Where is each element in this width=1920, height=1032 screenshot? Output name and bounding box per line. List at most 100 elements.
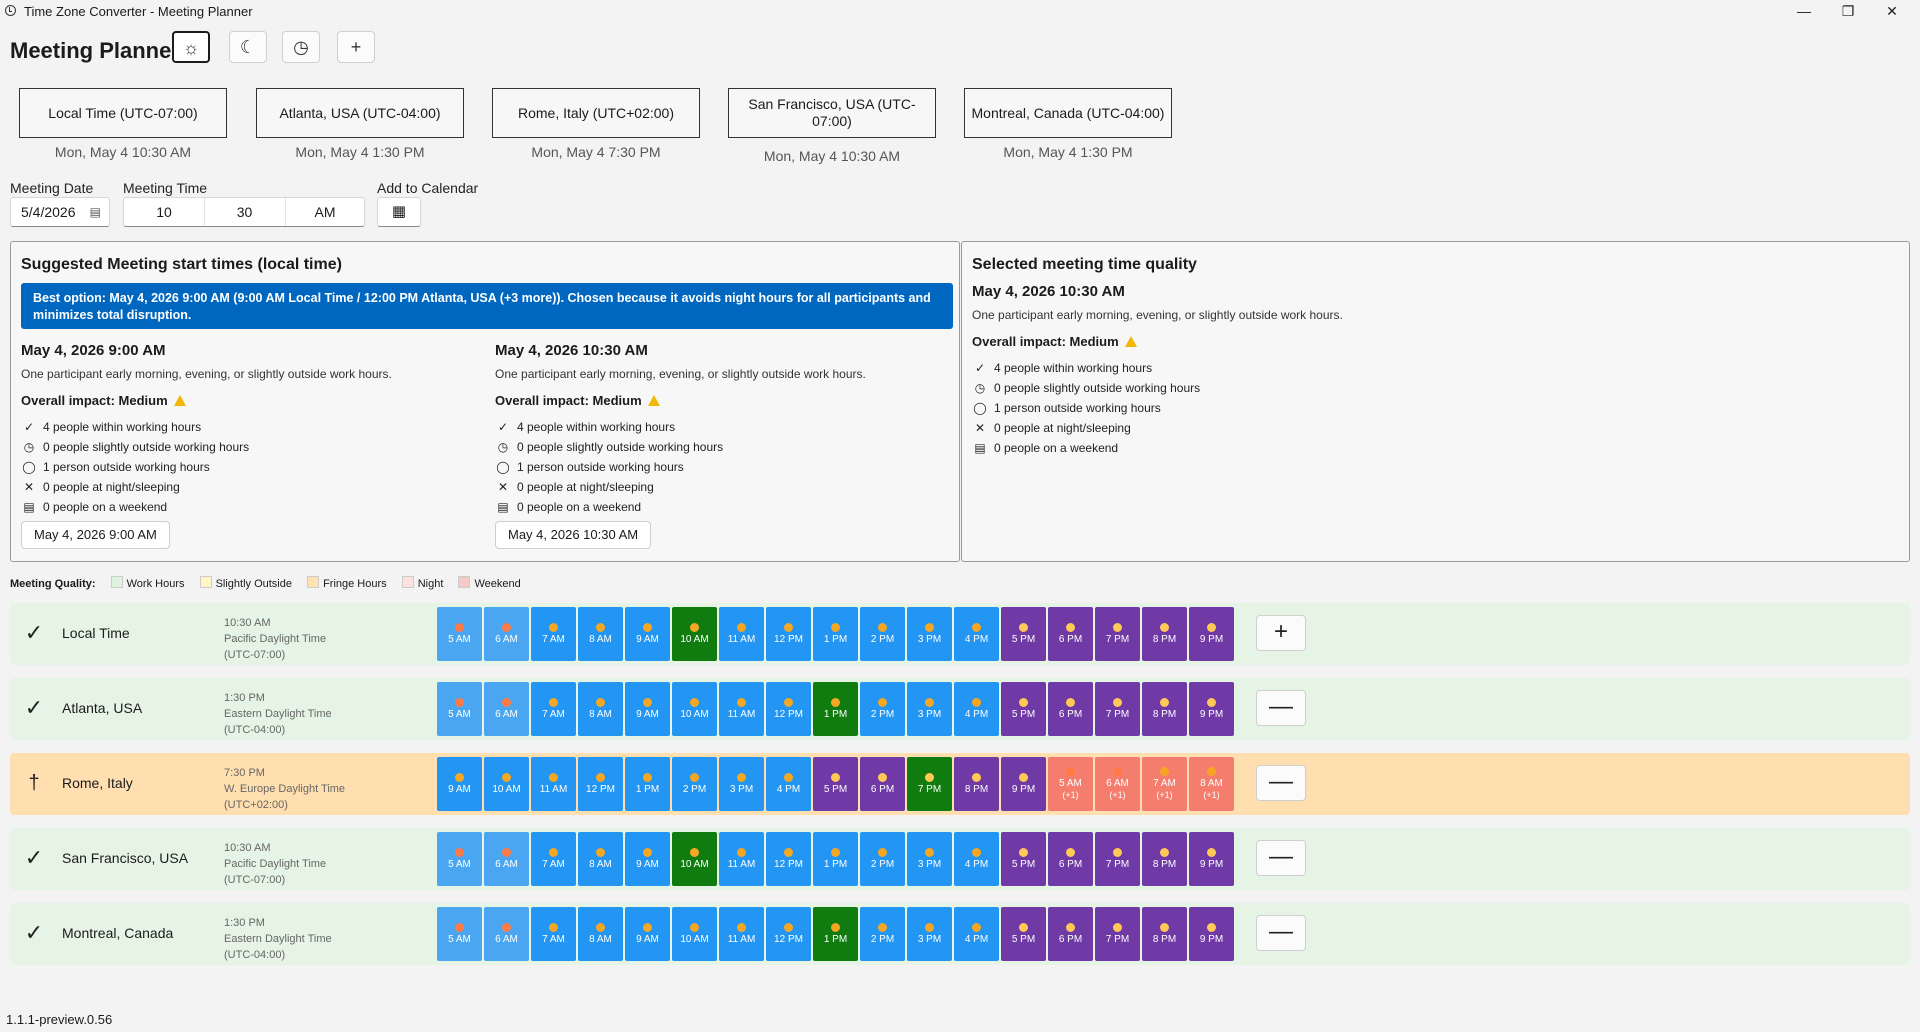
hour-cell[interactable]: 5 PM	[1001, 682, 1046, 736]
hour-cell[interactable]: 6 AM (+1)	[1095, 757, 1140, 811]
dark-theme-button[interactable]: ☾	[229, 31, 267, 63]
hour-cell[interactable]: 3 PM	[907, 832, 952, 886]
hour-cell[interactable]: 8 PM	[1142, 907, 1187, 961]
hour-cell[interactable]: 7 AM (+1)	[1142, 757, 1187, 811]
hour-cell[interactable]: 6 AM	[484, 907, 529, 961]
hour-cell[interactable]: 5 AM	[437, 682, 482, 736]
hour-cell[interactable]: 3 PM	[907, 607, 952, 661]
hour-cell[interactable]: 11 AM	[531, 757, 576, 811]
hour-cell[interactable]: 5 PM	[813, 757, 858, 811]
hour-cell[interactable]: 5 AM (+1)	[1048, 757, 1093, 811]
hour-cell[interactable]: 3 PM	[907, 682, 952, 736]
hour-cell[interactable]: 2 PM	[672, 757, 717, 811]
hour-cell[interactable]: 8 AM	[578, 907, 623, 961]
hour-cell[interactable]: 9 PM	[1189, 607, 1234, 661]
hour-cell[interactable]: 8 AM	[578, 832, 623, 886]
hour-cell[interactable]: 9 PM	[1189, 907, 1234, 961]
hour-cell[interactable]: 4 PM	[954, 907, 999, 961]
hour-cell[interactable]: 10 AM	[672, 907, 717, 961]
hour-cell[interactable]: 9 AM	[437, 757, 482, 811]
hour-cell[interactable]: 3 PM	[907, 907, 952, 961]
meeting-time-picker[interactable]: 10 30 AM	[123, 197, 365, 227]
hour-cell[interactable]: 9 PM	[1189, 832, 1234, 886]
hour-cell[interactable]: 12 PM	[766, 682, 811, 736]
add-participant-button[interactable]: +	[1256, 615, 1306, 651]
zone-card[interactable]: Montreal, Canada (UTC-04:00)	[964, 88, 1172, 138]
hour-cell[interactable]: 1 PM	[813, 832, 858, 886]
hour-cell[interactable]: 5 AM	[437, 607, 482, 661]
select-option-button[interactable]: May 4, 2026 10:30 AM	[495, 521, 652, 549]
ampm-field[interactable]: AM	[314, 204, 336, 220]
hour-cell[interactable]: 1 PM	[813, 682, 858, 736]
hour-field[interactable]: 10	[124, 198, 205, 226]
hour-cell[interactable]: 12 PM	[578, 757, 623, 811]
hour-cell[interactable]: 6 PM	[1048, 907, 1093, 961]
hour-cell[interactable]: 10 AM	[672, 832, 717, 886]
zone-card[interactable]: San Francisco, USA (UTC-07:00)	[728, 88, 936, 138]
hour-cell[interactable]: 8 AM (+1)	[1189, 757, 1234, 811]
hour-cell[interactable]: 10 AM	[672, 607, 717, 661]
hour-cell[interactable]: 7 PM	[1095, 832, 1140, 886]
minute-field[interactable]: 30	[204, 198, 286, 226]
hour-cell[interactable]: 5 PM	[1001, 832, 1046, 886]
hour-cell[interactable]: 5 PM	[1001, 907, 1046, 961]
hour-cell[interactable]: 12 PM	[766, 832, 811, 886]
hour-cell[interactable]: 10 AM	[484, 757, 529, 811]
hour-cell[interactable]: 2 PM	[860, 682, 905, 736]
hour-cell[interactable]: 1 PM	[813, 607, 858, 661]
remove-participant-button[interactable]: —	[1256, 915, 1306, 951]
hour-cell[interactable]: 9 AM	[625, 607, 670, 661]
add-to-calendar-button[interactable]: ▦	[377, 197, 421, 227]
hour-cell[interactable]: 7 PM	[1095, 607, 1140, 661]
select-option-button[interactable]: May 4, 2026 9:00 AM	[21, 521, 170, 549]
clock-button[interactable]: ◷	[282, 31, 320, 63]
hour-cell[interactable]: 7 AM	[531, 907, 576, 961]
hour-cell[interactable]: 7 PM	[1095, 907, 1140, 961]
hour-cell[interactable]: 8 PM	[954, 757, 999, 811]
hour-cell[interactable]: 6 AM	[484, 682, 529, 736]
light-theme-button[interactable]: ☼	[172, 31, 210, 63]
hour-cell[interactable]: 11 AM	[719, 832, 764, 886]
hour-cell[interactable]: 6 PM	[1048, 607, 1093, 661]
hour-cell[interactable]: 7 AM	[531, 682, 576, 736]
close-button[interactable]: ✕	[1886, 3, 1898, 19]
hour-cell[interactable]: 8 AM	[578, 682, 623, 736]
hour-cell[interactable]: 6 PM	[1048, 832, 1093, 886]
hour-cell[interactable]: 6 AM	[484, 607, 529, 661]
minimize-button[interactable]: —	[1797, 3, 1811, 19]
remove-participant-button[interactable]: —	[1256, 840, 1306, 876]
hour-cell[interactable]: 7 AM	[531, 832, 576, 886]
hour-cell[interactable]: 9 AM	[625, 682, 670, 736]
meeting-date-picker[interactable]: 5/4/2026 ▤	[10, 197, 110, 227]
add-zone-button[interactable]: +	[337, 31, 375, 63]
hour-cell[interactable]: 4 PM	[766, 757, 811, 811]
zone-card[interactable]: Atlanta, USA (UTC-04:00)	[256, 88, 464, 138]
hour-cell[interactable]: 8 PM	[1142, 607, 1187, 661]
zone-card[interactable]: Rome, Italy (UTC+02:00)	[492, 88, 700, 138]
hour-cell[interactable]: 5 AM	[437, 832, 482, 886]
hour-cell[interactable]: 8 PM	[1142, 682, 1187, 736]
hour-cell[interactable]: 1 PM	[813, 907, 858, 961]
hour-cell[interactable]: 9 AM	[625, 907, 670, 961]
hour-cell[interactable]: 7 AM	[531, 607, 576, 661]
hour-cell[interactable]: 4 PM	[954, 682, 999, 736]
hour-cell[interactable]: 9 AM	[625, 832, 670, 886]
hour-cell[interactable]: 5 AM	[437, 907, 482, 961]
hour-cell[interactable]: 5 PM	[1001, 607, 1046, 661]
hour-cell[interactable]: 7 PM	[907, 757, 952, 811]
hour-cell[interactable]: 6 AM	[484, 832, 529, 886]
hour-cell[interactable]: 12 PM	[766, 607, 811, 661]
hour-cell[interactable]: 11 AM	[719, 682, 764, 736]
hour-cell[interactable]: 9 PM	[1001, 757, 1046, 811]
hour-cell[interactable]: 2 PM	[860, 607, 905, 661]
remove-participant-button[interactable]: —	[1256, 765, 1306, 801]
restore-button[interactable]: ❐	[1841, 3, 1855, 19]
hour-cell[interactable]: 1 PM	[625, 757, 670, 811]
hour-cell[interactable]: 6 PM	[1048, 682, 1093, 736]
hour-cell[interactable]: 2 PM	[860, 907, 905, 961]
hour-cell[interactable]: 12 PM	[766, 907, 811, 961]
hour-cell[interactable]: 11 AM	[719, 907, 764, 961]
hour-cell[interactable]: 8 AM	[578, 607, 623, 661]
hour-cell[interactable]: 9 PM	[1189, 682, 1234, 736]
hour-cell[interactable]: 10 AM	[672, 682, 717, 736]
